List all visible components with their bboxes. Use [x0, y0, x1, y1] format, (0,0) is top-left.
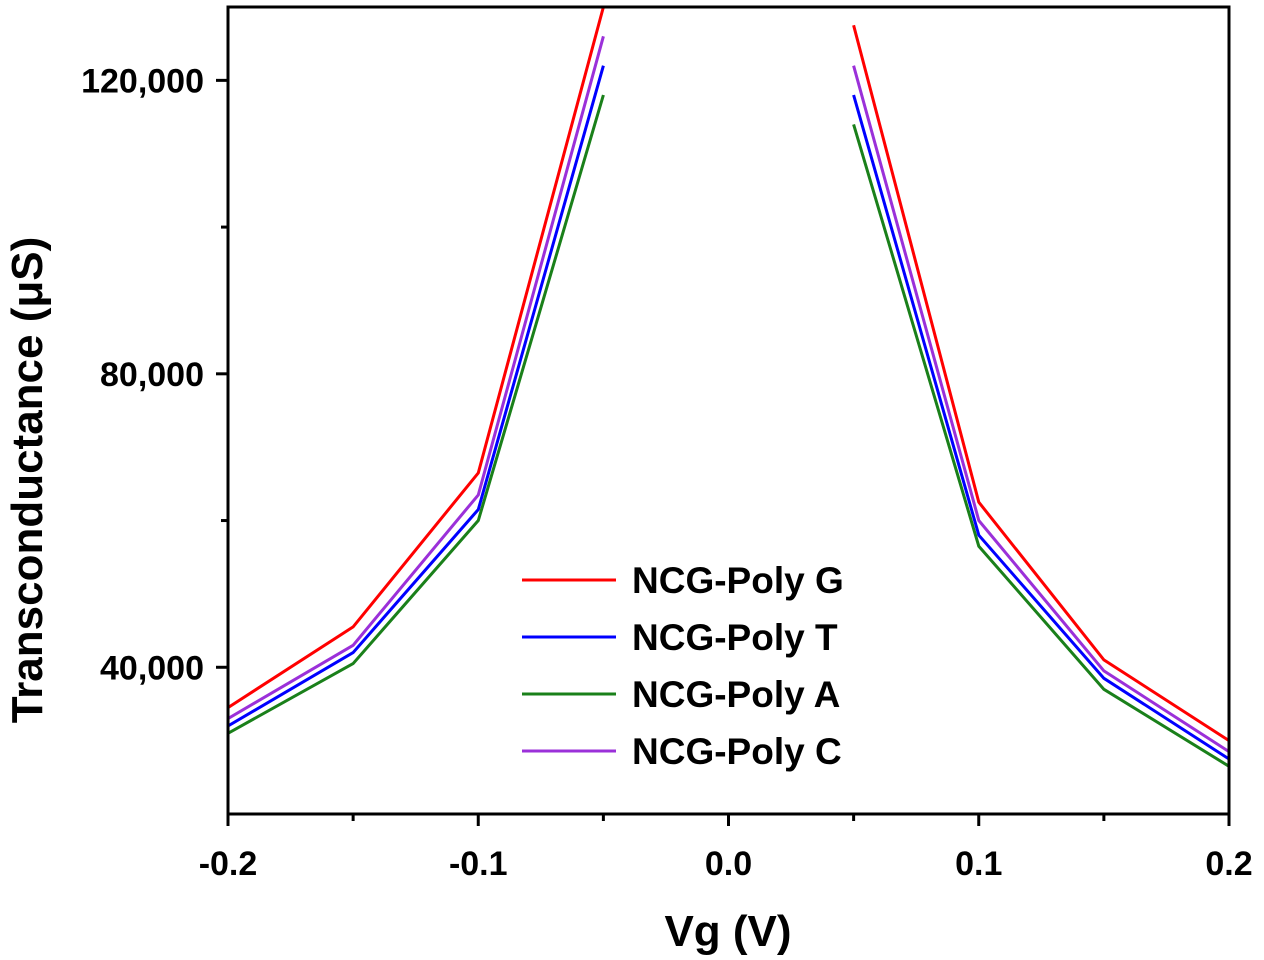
series-1 — [228, 7, 1229, 742]
legend-item: NCG-Poly C — [522, 731, 842, 772]
legend-label: NCG-Poly T — [632, 617, 838, 658]
y-tick-label: 120,000 — [81, 62, 204, 100]
y-tick-label: 40,000 — [100, 649, 204, 687]
legend-item: NCG-Poly T — [522, 617, 838, 658]
series-4 — [228, 35, 1229, 753]
series-3 — [228, 94, 1229, 768]
legend-label: NCG-Poly G — [632, 560, 844, 601]
series-1-line-positive — [852, 24, 1229, 742]
legend-label: NCG-Poly C — [632, 731, 842, 772]
y-axis-title: Transconductance (μS) — [3, 237, 52, 724]
legend-item: NCG-Poly G — [522, 560, 844, 601]
legend-label: NCG-Poly A — [632, 674, 840, 715]
y-tick-label: 80,000 — [100, 356, 204, 394]
series-2 — [228, 65, 1229, 761]
series-3-line-positive — [852, 123, 1229, 768]
series-1-line-negative — [228, 7, 605, 709]
x-axis: -0.2 -0.1 0.0 0.1 0.2 — [199, 814, 1253, 883]
legend-item: NCG-Poly A — [522, 674, 840, 715]
series-2-line-positive — [852, 94, 1229, 761]
legend: NCG-Poly G NCG-Poly T NCG-Poly A NCG-Poly C — [522, 560, 844, 772]
x-tick-label: -0.1 — [449, 845, 508, 883]
x-axis-title: Vg (V) — [664, 907, 791, 956]
x-tick-label: 0.0 — [705, 845, 752, 883]
y-axis: 40,000 80,000 120,000 — [81, 62, 228, 687]
x-tick-label: 0.1 — [955, 845, 1002, 883]
series-4-line-positive — [852, 65, 1229, 753]
series-layer — [228, 7, 1229, 768]
x-tick-label: 0.2 — [1205, 845, 1252, 883]
x-tick-label: -0.2 — [199, 845, 258, 883]
series-4-line-negative — [228, 35, 605, 720]
series-2-line-negative — [228, 65, 605, 728]
series-3-line-negative — [228, 94, 605, 735]
